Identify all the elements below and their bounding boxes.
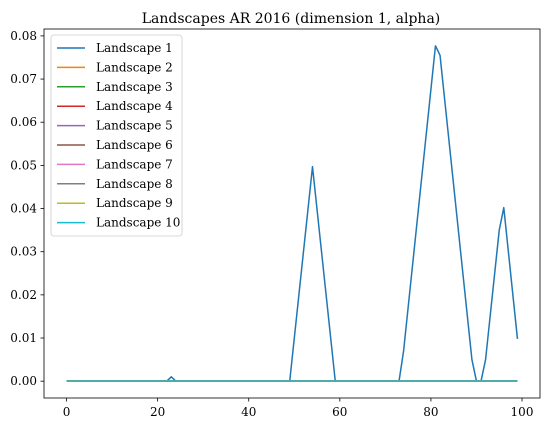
y-tick-label: 0.02 bbox=[10, 288, 37, 302]
x-axis: 0 20 40 60 80 100 bbox=[63, 398, 534, 419]
y-tick-label: 0.01 bbox=[10, 331, 37, 345]
plot-lines bbox=[66, 45, 519, 382]
legend-label: Landscape 8 bbox=[96, 177, 173, 191]
x-tick-label: 20 bbox=[150, 405, 165, 419]
y-tick-label: 0.00 bbox=[10, 374, 37, 388]
y-tick-label: 0.05 bbox=[10, 158, 37, 172]
y-tick-label: 0.06 bbox=[10, 115, 37, 129]
legend-label: Landscape 4 bbox=[96, 99, 173, 113]
x-tick-label: 40 bbox=[241, 405, 256, 419]
legend-label: Landscape 6 bbox=[96, 138, 173, 152]
chart-title: Landscapes AR 2016 (dimension 1, alpha) bbox=[142, 11, 441, 27]
x-tick-label: 100 bbox=[511, 405, 534, 419]
legend-label: Landscape 7 bbox=[96, 157, 173, 171]
legend-label: Landscape 9 bbox=[96, 196, 173, 210]
legend-label: Landscape 3 bbox=[96, 80, 173, 94]
x-tick-label: 60 bbox=[332, 405, 347, 419]
y-tick-label: 0.07 bbox=[10, 72, 37, 86]
legend-label: Landscape 5 bbox=[96, 119, 173, 133]
legend-box bbox=[50, 34, 183, 237]
legend-label: Landscape 2 bbox=[96, 60, 173, 74]
legend: Landscape 1 Landscape 2 Landscape 3 Landsca… bbox=[50, 34, 183, 237]
y-tick-label: 0.04 bbox=[10, 202, 37, 216]
x-tick-label: 0 bbox=[63, 405, 71, 419]
y-tick-label: 0.08 bbox=[10, 29, 37, 43]
x-tick-label: 80 bbox=[423, 405, 438, 419]
y-tick-label: 0.03 bbox=[10, 245, 37, 259]
legend-label: Landscape 10 bbox=[96, 216, 180, 230]
legend-label: Landscape 1 bbox=[96, 41, 173, 55]
y-axis: 0.00 0.01 0.02 0.03 0.04 0.05 0.06 0.07 0.08 bbox=[10, 29, 44, 388]
plot-frame bbox=[43, 28, 541, 399]
